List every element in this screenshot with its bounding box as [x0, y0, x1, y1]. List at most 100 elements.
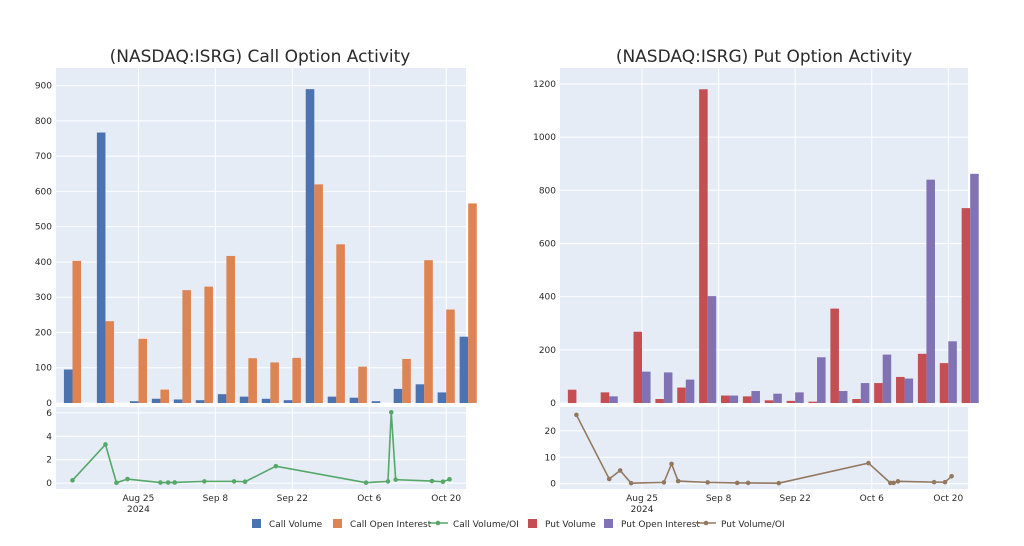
- put-open-interest-bar: [729, 395, 739, 403]
- call-open-interest-bar: [336, 244, 345, 403]
- put-volume-oi-panel: 0 10 20 Aug 25 Sep 8 Sep 22 Oct 6 Oct 20 2024: [545, 407, 968, 515]
- put-chart-title: (NASDAQ:ISRG) Put Option Activity: [616, 47, 912, 67]
- legend-label-call-open-interest: Call Open Interest: [350, 520, 432, 530]
- put-y-tick-label: 800: [539, 186, 556, 196]
- put-volume-oi-line: [575, 414, 953, 484]
- call-chart-title: (NASDAQ:ISRG) Call Option Activity: [110, 47, 411, 67]
- put-volume-oi-marker: [705, 480, 710, 485]
- call-y-tick-label: 700: [35, 152, 52, 162]
- put-plot-area: [560, 68, 968, 403]
- call-volume-bar: [349, 397, 359, 403]
- put-volume-oi-marker: [895, 479, 901, 484]
- put-open-interest-bar: [970, 173, 979, 403]
- put-volume-oi-marker: [669, 461, 674, 467]
- call-volume-oi-marker: [158, 480, 163, 485]
- put-y-tick-label: 1000: [533, 133, 556, 143]
- put-x-tick-label: Sep 8: [706, 494, 732, 504]
- put-open-interest-bar: [948, 341, 957, 403]
- legend-label-put-volume: Put Volume: [545, 520, 596, 530]
- put-volume-bar: [721, 395, 730, 403]
- put-open-interest-bar: [642, 371, 651, 403]
- call-x-tick-label: Aug 25: [122, 494, 154, 504]
- legend-label-put-volume-oi: Put Volume/OI: [721, 520, 785, 530]
- call-x-tick-label: Oct 20: [431, 494, 461, 504]
- call-open-interest-bar: [160, 389, 169, 403]
- call-volume-oi-marker: [363, 480, 369, 485]
- put-plot-area: [560, 407, 968, 489]
- call-open-interest-bar: [226, 255, 235, 403]
- put-volume-bar: [852, 399, 861, 403]
- legend-swatch-call-open-interest: [333, 519, 342, 528]
- call-activity-bar-panel: 0 100 200 300 400 500 600 700 800 900: [35, 68, 477, 409]
- call-volume-oi-marker: [202, 479, 207, 484]
- call-open-interest-bar: [292, 357, 301, 403]
- put-x-tick-label: Oct 20: [933, 494, 963, 504]
- call-volume-bar: [283, 400, 293, 403]
- put-volume-bar: [808, 401, 818, 403]
- legend-swatch-marker-call-volume-oi: [435, 520, 441, 526]
- call-y-tick-label: 0: [46, 399, 52, 409]
- call-y-tick-label: 500: [35, 223, 52, 233]
- put-volume-oi-marker: [776, 480, 782, 486]
- call-open-interest-bar: [270, 362, 279, 403]
- chart-legend: Call Volume Call Open Interest Call Volume…: [252, 519, 785, 530]
- legend-label-call-volume: Call Volume: [269, 520, 323, 530]
- call-y-tick-label: 6: [46, 409, 52, 419]
- put-volume-bar: [939, 363, 949, 403]
- call-x-year-label: 2024: [127, 505, 150, 515]
- call-open-interest-bar: [314, 184, 323, 403]
- put-volume-bar: [742, 396, 752, 403]
- put-volume-oi-marker: [942, 479, 948, 485]
- call-y-tick-label: 2: [46, 456, 52, 466]
- call-volume-oi-marker: [385, 479, 391, 484]
- put-volume-bar: [655, 399, 664, 403]
- call-open-interest-bar: [138, 338, 148, 403]
- call-y-tick-label: 900: [35, 82, 52, 92]
- call-volume-oi-marker: [231, 479, 237, 484]
- put-y-tick-label: 20: [545, 427, 557, 437]
- call-plot-area: [56, 407, 466, 489]
- call-x-tick-label: Oct 6: [357, 494, 381, 504]
- legend-swatch-call-volume: [252, 519, 261, 528]
- call-volume-oi-marker: [70, 478, 75, 483]
- call-open-interest-bar: [72, 260, 82, 403]
- call-open-interest-bar: [248, 358, 257, 403]
- call-volume-bar: [327, 396, 337, 403]
- put-volume-oi-marker: [606, 476, 612, 482]
- call-open-interest-bar: [424, 260, 433, 403]
- put-volume-bar: [830, 308, 839, 403]
- put-volume-oi-marker: [617, 468, 623, 473]
- call-volume-oi-panel: 0 2 4 6 Aug 25 Sep 8 Sep 22 Oct 6 Oct 20 2024: [46, 407, 466, 515]
- call-volume-bar: [459, 336, 469, 403]
- call-volume-oi-marker: [440, 479, 446, 485]
- put-volume-oi-marker: [931, 479, 937, 485]
- call-volume-bar: [371, 401, 381, 403]
- legend-label-call-volume-oi: Call Volume/OI: [453, 520, 519, 530]
- put-y-tick-label: 1200: [533, 80, 556, 90]
- call-volume-bar: [129, 401, 139, 403]
- call-open-interest-bar: [446, 309, 455, 403]
- put-volume-bar: [677, 387, 686, 403]
- put-open-interest-bar: [882, 354, 892, 403]
- put-open-interest-bar: [773, 393, 782, 403]
- put-volume-bar: [699, 89, 708, 404]
- call-volume-bar: [393, 388, 403, 403]
- call-volume-oi-marker: [447, 476, 452, 482]
- call-plot-area: [56, 68, 466, 403]
- put-volume-oi-marker: [949, 474, 954, 479]
- put-x-tick-label: Oct 6: [860, 494, 884, 504]
- put-open-interest-bar: [838, 391, 848, 403]
- put-x-year-label: 2024: [631, 505, 654, 515]
- put-activity-bar-panel: 0 200 400 600 800 1000 1200: [533, 68, 979, 409]
- call-volume-oi-marker: [393, 477, 398, 482]
- put-y-tick-label: 0: [550, 480, 556, 490]
- call-open-interest-bar: [105, 321, 115, 403]
- put-y-tick-label: 200: [539, 346, 556, 356]
- call-volume-bar: [217, 394, 227, 403]
- call-volume-oi-marker: [388, 409, 394, 415]
- call-volume-bar: [239, 396, 249, 403]
- put-y-tick-label: 400: [539, 293, 556, 303]
- call-open-interest-bar: [358, 366, 367, 403]
- put-volume-bar: [961, 208, 971, 403]
